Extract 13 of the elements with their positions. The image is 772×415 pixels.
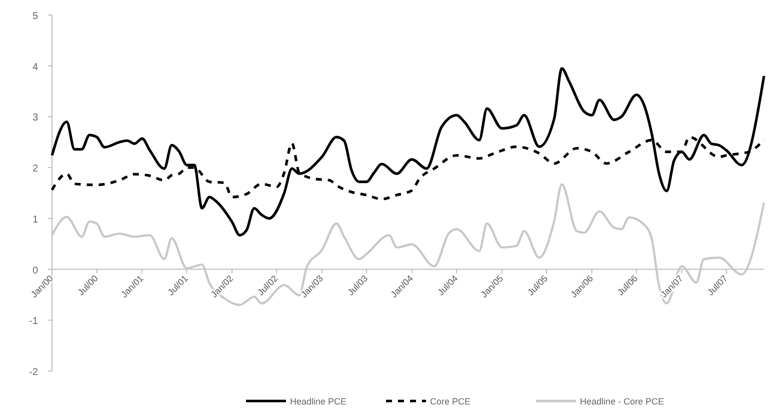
legend-label: Headline - Core PCE [580, 396, 664, 406]
legend-label: Headline PCE [290, 396, 347, 406]
y-tick-label: 1 [32, 214, 38, 226]
y-tick-label: 2 [32, 164, 38, 175]
y-tick-label: 0 [32, 265, 38, 276]
legend-label: Core PCE [430, 396, 471, 406]
y-tick-label: 3 [32, 112, 38, 124]
y-tick-label: -1 [29, 316, 38, 328]
y-tick-label: -2 [29, 367, 38, 378]
y-tick-label: 4 [32, 62, 38, 73]
y-tick-label: 5 [32, 11, 38, 22]
line-series [50, 183, 766, 306]
line-series [50, 67, 766, 237]
